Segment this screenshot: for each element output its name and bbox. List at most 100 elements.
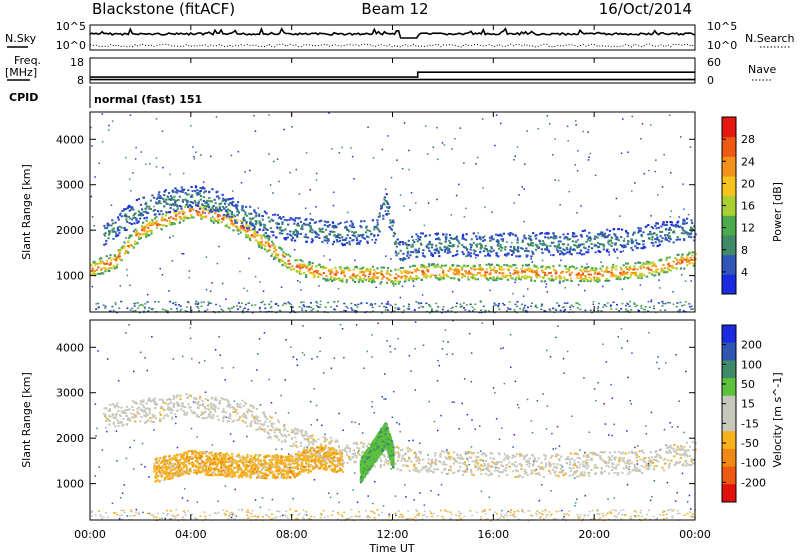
echo-cell bbox=[581, 474, 584, 477]
echo-cell bbox=[498, 277, 501, 280]
echo-cell bbox=[102, 267, 106, 269]
echo-cell bbox=[613, 233, 616, 236]
clutter-speck bbox=[591, 509, 594, 512]
echo-cell bbox=[348, 456, 351, 458]
clutter-speck bbox=[482, 510, 485, 512]
echo-cell bbox=[583, 266, 586, 269]
freq-label-line1: Freq. bbox=[14, 54, 41, 67]
echo-cell bbox=[120, 421, 124, 424]
echo-cell bbox=[182, 219, 185, 222]
echo-cell bbox=[309, 227, 312, 230]
echo-cell bbox=[428, 240, 431, 243]
echo-cell bbox=[213, 198, 216, 201]
echo-cell bbox=[683, 238, 686, 241]
scatter-speck bbox=[620, 328, 623, 330]
echo-cell bbox=[678, 259, 681, 262]
clutter-speck bbox=[619, 509, 622, 512]
echo-cell bbox=[408, 277, 411, 280]
clutter-speck bbox=[175, 307, 178, 310]
clutter-speck bbox=[536, 510, 539, 512]
echo-cell bbox=[243, 421, 246, 424]
echo-cell bbox=[402, 257, 406, 260]
echo-cell bbox=[139, 217, 142, 220]
clutter-speck bbox=[249, 512, 252, 515]
clutter-speck bbox=[505, 512, 508, 514]
echo-cell bbox=[598, 455, 602, 458]
echo-cell bbox=[191, 196, 194, 198]
echo-cell bbox=[122, 245, 125, 248]
echo-cell bbox=[213, 408, 216, 411]
scatter-speck bbox=[186, 500, 189, 502]
echo-cell bbox=[216, 219, 219, 222]
clutter-speck bbox=[613, 515, 616, 517]
scatter-speck bbox=[133, 370, 135, 373]
echo-cell bbox=[404, 242, 407, 245]
scatter-speck bbox=[408, 168, 410, 171]
scatter-speck bbox=[542, 393, 544, 395]
echo-cell bbox=[596, 233, 599, 236]
clutter-speck bbox=[114, 302, 117, 304]
clutter-speck bbox=[677, 310, 680, 312]
echo-cell bbox=[424, 235, 427, 238]
echo-cell bbox=[523, 234, 526, 237]
echo-cell bbox=[623, 273, 626, 276]
clutter-speck bbox=[679, 301, 682, 304]
scatter-speck bbox=[216, 262, 219, 265]
scatter-speck bbox=[541, 484, 543, 486]
echo-cell bbox=[213, 218, 216, 221]
echo-cell bbox=[121, 210, 124, 212]
scatter-speck bbox=[675, 354, 677, 356]
echo-cell bbox=[145, 205, 149, 208]
scatter-speck bbox=[661, 186, 664, 188]
clutter-speck bbox=[483, 509, 486, 511]
clutter-speck bbox=[238, 302, 240, 304]
echo-cell bbox=[250, 234, 254, 236]
echo-cell bbox=[494, 271, 498, 274]
echo-cell bbox=[376, 272, 379, 275]
echo-cell bbox=[588, 276, 591, 279]
clutter-speck bbox=[162, 512, 165, 514]
echo-cell bbox=[626, 262, 629, 265]
clutter-speck bbox=[242, 311, 245, 314]
echo-cell bbox=[461, 268, 464, 271]
scatter-speck bbox=[270, 402, 273, 404]
scatter-speck bbox=[531, 261, 533, 263]
clutter-speck bbox=[484, 513, 487, 515]
clutter-speck bbox=[348, 517, 351, 519]
echo-cell bbox=[270, 230, 273, 233]
echo-cell bbox=[116, 404, 119, 407]
clutter-speck bbox=[377, 514, 380, 516]
echo-cell bbox=[318, 230, 322, 233]
echo-cell bbox=[138, 238, 141, 240]
echo-cell bbox=[114, 221, 117, 224]
echo-cell bbox=[235, 221, 238, 224]
echo-cell bbox=[333, 230, 336, 233]
echo-cell bbox=[412, 250, 415, 253]
echo-cell bbox=[272, 242, 275, 245]
echo-cell bbox=[476, 451, 479, 454]
echo-cell bbox=[305, 432, 308, 435]
scatter-speck bbox=[514, 380, 517, 383]
echo-cell bbox=[648, 271, 651, 274]
scatter-speck bbox=[172, 358, 175, 360]
nsky-tick-high: 10^5 bbox=[56, 20, 86, 33]
echo-cell bbox=[281, 221, 284, 224]
echo-cell bbox=[127, 241, 130, 244]
scatter-speck bbox=[408, 440, 410, 442]
echo-cell bbox=[335, 269, 338, 272]
echo-cell bbox=[145, 201, 148, 204]
scatter-speck bbox=[521, 186, 523, 188]
echo-cell bbox=[438, 255, 441, 258]
clutter-speck bbox=[540, 516, 542, 518]
echo-cell bbox=[615, 238, 618, 241]
scatter-speck bbox=[361, 432, 364, 434]
clutter-speck bbox=[289, 514, 292, 516]
echo-cell bbox=[640, 233, 643, 236]
clutter-speck bbox=[250, 512, 253, 515]
echo-cell bbox=[680, 454, 683, 457]
scatter-speck bbox=[358, 423, 361, 425]
echo-cell bbox=[213, 219, 216, 222]
echo-cell bbox=[562, 253, 565, 256]
clutter-speck bbox=[365, 516, 368, 518]
clutter-speck bbox=[373, 517, 376, 519]
